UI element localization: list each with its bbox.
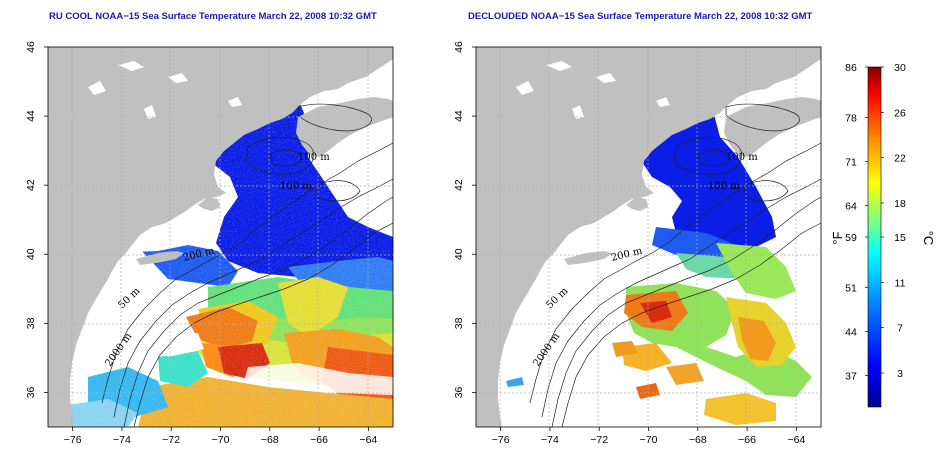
colorbar-ticks: 30 26 22 18 15 11 7 3 86 78 71 64 59 51 44 37 (845, 62, 906, 383)
left-lat-tick-label: 40 (25, 248, 37, 260)
right-contour-label-100m-b: 100 m (708, 181, 740, 192)
right-lat-tick-label: 36 (453, 386, 465, 398)
colorbar-fahrenheit-label: °F (830, 231, 845, 244)
left-lat-tick-label: 44 (25, 110, 37, 122)
right-lon-tick-label: −70 (640, 434, 658, 446)
left-lat-tick-label: 36 (25, 386, 37, 398)
colorbar-celsius-tick-label: 15 (894, 232, 906, 244)
colorbar-fahrenheit-tick-label: 78 (845, 112, 857, 124)
colorbar-celsius-label: °C (921, 231, 936, 246)
colorbar-gradient (867, 66, 882, 408)
right-lat-tick-label: 46 (453, 41, 465, 53)
colorbar-fahrenheit-tick-label: 86 (845, 62, 857, 74)
left-lon-tick-label: −66 (310, 434, 328, 446)
right-lon-tick-label: −66 (738, 434, 756, 446)
left-panel-title: RU COOL NOAA−15 Sea Surface Temperature … (49, 11, 377, 22)
colorbar-fahrenheit-tick-label: 59 (845, 232, 857, 244)
colorbar-fahrenheit-tick-label: 44 (845, 326, 857, 338)
right-lon-tick-label: −74 (541, 434, 559, 446)
left-lon-tick-label: −72 (162, 434, 180, 446)
right-lat-tick-label: 42 (453, 179, 465, 191)
right-panel-title: DECLOUDED NOAA−15 Sea Surface Temperatur… (468, 11, 813, 22)
left-map-panel: 100 m 100 m 200 m 50 m 2000 m −76 −74 −72−… (25, 41, 394, 446)
right-lat-tick-label: 40 (453, 248, 465, 260)
right-lat-tick-label: 38 (453, 317, 465, 329)
left-lon-tick-label: −68 (261, 434, 279, 446)
right-contour-label-100m-a: 100 m (726, 152, 758, 163)
colorbar-fahrenheit-tick-label: 71 (845, 156, 857, 168)
right-lon-tick-label: −72 (590, 434, 608, 446)
left-lon-tick-label: −64 (359, 434, 377, 446)
colorbar-celsius-tick-label: 26 (894, 107, 906, 119)
colorbar: 30 26 22 18 15 11 7 3 86 78 71 64 59 51 44 37 °F °C (830, 62, 936, 408)
left-lat-tick-label: 38 (25, 317, 37, 329)
colorbar-celsius-tick-label: 7 (897, 323, 903, 335)
left-lon-tick-label: −76 (64, 434, 82, 446)
left-contour-label-100m-b: 100 m (280, 181, 312, 192)
left-contour-label-100m-a: 100 m (298, 152, 330, 163)
colorbar-celsius-tick-label: 22 (894, 153, 906, 165)
right-lat-tick-label: 44 (453, 110, 465, 122)
left-lat-tick-label: 46 (25, 41, 37, 53)
left-axes: −76 −74 −72 −70 −68 −66 −64 36 38 40 42 44 46 (25, 41, 377, 446)
colorbar-celsius-tick-label: 3 (897, 368, 903, 380)
right-lon-tick-label: −68 (689, 434, 707, 446)
colorbar-celsius-tick-label: 18 (894, 198, 906, 210)
left-lon-tick-label: −74 (113, 434, 131, 446)
right-lon-tick-label: −76 (492, 434, 510, 446)
right-map-panel: 100 m 100 m 200 m 50 m 2000 m −76 −74 −72−… (453, 41, 822, 446)
left-lon-tick-label: −70 (212, 434, 230, 446)
right-axes: −76 −74 −72 −70 −68 −66 −64 36 38 40 42 44 46 (453, 41, 805, 446)
colorbar-fahrenheit-tick-label: 51 (845, 282, 857, 294)
left-lat-tick-label: 42 (25, 179, 37, 191)
colorbar-celsius-tick-label: 11 (895, 277, 906, 289)
colorbar-celsius-tick-label: 30 (894, 62, 906, 74)
colorbar-fahrenheit-tick-label: 37 (845, 371, 857, 383)
right-lon-tick-label: −64 (787, 434, 805, 446)
colorbar-fahrenheit-tick-label: 64 (845, 201, 857, 213)
